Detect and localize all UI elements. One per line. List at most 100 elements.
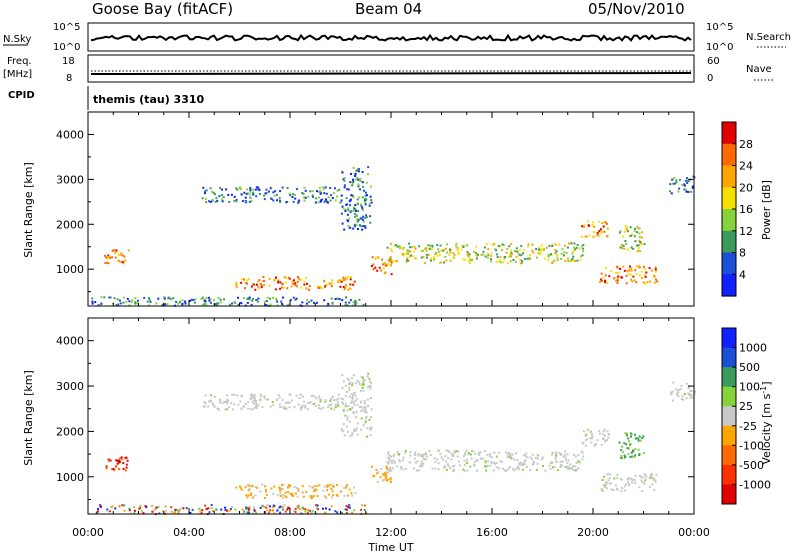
echo-cell bbox=[263, 279, 266, 282]
echo-cell bbox=[640, 236, 643, 239]
echo-cell bbox=[588, 224, 591, 227]
echo-cell bbox=[466, 253, 469, 256]
echo-cell bbox=[560, 453, 563, 456]
echo-cell bbox=[143, 296, 146, 299]
colorbar-swatch bbox=[722, 406, 736, 427]
echo-cell bbox=[203, 401, 206, 404]
echo-cell bbox=[466, 244, 469, 247]
echo-cell bbox=[343, 184, 346, 187]
echo-cell bbox=[250, 393, 253, 396]
echo-cell bbox=[536, 462, 539, 465]
echo-cell bbox=[316, 495, 319, 497]
echo-cell bbox=[349, 204, 352, 207]
echo-cell bbox=[626, 434, 628, 437]
echo-cell bbox=[352, 283, 355, 286]
echo-cell bbox=[398, 245, 401, 248]
echo-cell bbox=[550, 461, 553, 464]
echo-cell bbox=[248, 507, 251, 510]
echo-cell bbox=[542, 248, 545, 251]
echo-cell bbox=[351, 184, 354, 187]
echo-cell bbox=[353, 428, 356, 431]
echo-cell bbox=[208, 299, 211, 302]
echo-cell bbox=[690, 190, 693, 193]
echo-cell bbox=[457, 251, 460, 254]
station-title: Goose Bay (fitACF) bbox=[92, 0, 233, 18]
echo-cell bbox=[364, 216, 367, 219]
echo-cell bbox=[295, 297, 298, 300]
echo-cell bbox=[297, 506, 300, 509]
echo-cell bbox=[352, 374, 355, 377]
echo-cell bbox=[439, 254, 441, 257]
echo-cell bbox=[364, 420, 367, 423]
echo-cell bbox=[280, 282, 283, 285]
echo-cell bbox=[569, 463, 572, 466]
echo-cell bbox=[295, 188, 298, 191]
echo-cell bbox=[486, 453, 489, 456]
echo-cell bbox=[118, 468, 121, 470]
echo-cell bbox=[681, 395, 684, 398]
echo-cell bbox=[635, 231, 638, 234]
echo-cell bbox=[236, 394, 239, 397]
echo-cell bbox=[258, 287, 261, 290]
echo-cell bbox=[239, 486, 242, 489]
echo-cell bbox=[629, 226, 632, 229]
echo-cell bbox=[503, 258, 506, 261]
echo-cell bbox=[293, 510, 295, 512]
echo-cell bbox=[425, 458, 428, 461]
echo-cell bbox=[347, 220, 350, 223]
echo-cell bbox=[463, 459, 466, 462]
echo-cell bbox=[288, 192, 291, 195]
echo-cell bbox=[184, 302, 187, 305]
echo-cell bbox=[303, 280, 306, 283]
echo-cell bbox=[120, 252, 123, 255]
echo-cell bbox=[348, 389, 351, 392]
echo-cell bbox=[353, 430, 355, 433]
echo-cell bbox=[484, 460, 487, 463]
echo-cell bbox=[224, 506, 227, 509]
echo-cell bbox=[292, 193, 294, 196]
echo-cell bbox=[520, 461, 523, 464]
echo-cell bbox=[144, 505, 147, 507]
echo-cell bbox=[146, 300, 149, 303]
echo-cell bbox=[630, 269, 633, 272]
echo-cell bbox=[472, 463, 475, 466]
echo-cell bbox=[246, 298, 249, 300]
echo-cell bbox=[604, 485, 607, 488]
echo-cell bbox=[350, 401, 353, 404]
echo-cell bbox=[609, 473, 612, 476]
echo-cell bbox=[520, 464, 523, 467]
echo-cell bbox=[343, 228, 346, 231]
echo-cell bbox=[170, 506, 173, 509]
echo-cell bbox=[471, 258, 474, 261]
echo-cell bbox=[688, 179, 691, 181]
echo-cell bbox=[367, 173, 369, 176]
echo-cell bbox=[641, 476, 644, 479]
echo-cell bbox=[428, 244, 431, 247]
echo-cell bbox=[406, 249, 409, 252]
echo-cell bbox=[322, 186, 324, 189]
echo-cell bbox=[409, 246, 412, 249]
echo-cell bbox=[606, 282, 609, 285]
echo-cell bbox=[409, 454, 412, 457]
echo-cell bbox=[352, 196, 355, 199]
echo-cell bbox=[359, 224, 361, 227]
echo-cell bbox=[637, 244, 640, 247]
echo-cell bbox=[344, 209, 347, 212]
echo-cell bbox=[414, 247, 417, 250]
echo-cell bbox=[292, 296, 295, 299]
echo-cell bbox=[598, 230, 601, 233]
echo-cell bbox=[330, 505, 333, 508]
echo-cell bbox=[366, 398, 369, 401]
echo-cell bbox=[139, 507, 142, 509]
echo-cell bbox=[551, 243, 554, 246]
echo-cell bbox=[503, 256, 506, 259]
echo-cell bbox=[201, 304, 204, 307]
echo-cell bbox=[125, 463, 128, 466]
echo-cell bbox=[299, 393, 302, 396]
colorbar-swatch bbox=[722, 484, 736, 505]
echo-cell bbox=[404, 449, 407, 452]
echo-cell bbox=[619, 268, 622, 270]
echo-cell bbox=[222, 196, 225, 199]
echo-cell bbox=[603, 434, 606, 437]
echo-cell bbox=[273, 279, 276, 282]
